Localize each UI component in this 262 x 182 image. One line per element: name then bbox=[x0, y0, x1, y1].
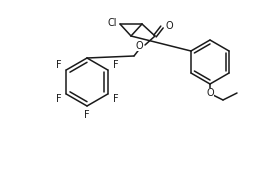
Text: F: F bbox=[113, 60, 118, 70]
Text: F: F bbox=[56, 60, 61, 70]
Text: F: F bbox=[113, 94, 118, 104]
Text: F: F bbox=[84, 110, 90, 120]
Text: Cl: Cl bbox=[107, 18, 117, 28]
Text: O: O bbox=[206, 88, 214, 98]
Text: F: F bbox=[56, 94, 61, 104]
Text: O: O bbox=[165, 21, 173, 31]
Text: O: O bbox=[135, 41, 143, 51]
